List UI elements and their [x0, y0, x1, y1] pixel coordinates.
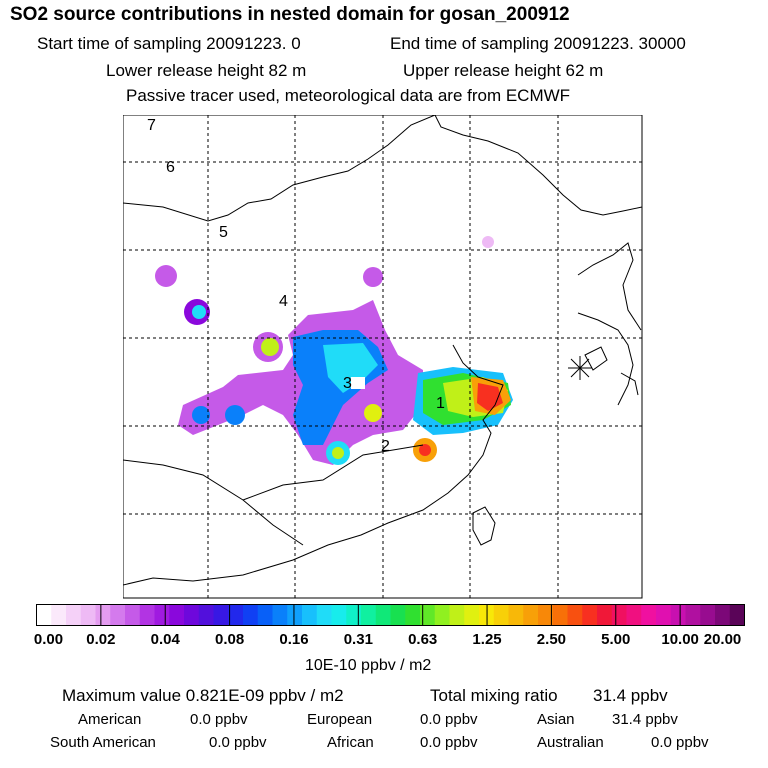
- colorbar-cell: [405, 604, 421, 626]
- region-label: 7: [147, 117, 156, 134]
- region-name-african: African: [327, 734, 374, 751]
- colorbar-tick-label: 0.16: [279, 631, 309, 648]
- tracer-note: Passive tracer used, meteorological data…: [126, 86, 571, 105]
- region-value-australian: 0.0 ppbv: [651, 734, 709, 751]
- colorbar-cell: [656, 604, 672, 626]
- region-name-australian: Australian: [537, 734, 604, 751]
- total-mixing-ratio-value: 31.4 ppbv: [593, 686, 668, 705]
- colorbar-cell: [51, 604, 67, 626]
- colorbar-cell: [464, 604, 480, 626]
- region-name-european: European: [307, 711, 373, 728]
- region-name-asian: Asian: [537, 711, 575, 728]
- total-mixing-ratio-label: Total mixing ratio: [430, 686, 558, 705]
- colorbar-cell: [125, 604, 141, 626]
- colorbar-cell: [538, 604, 554, 626]
- colorbar-unit: 10E-10 ppbv / m2: [305, 657, 432, 674]
- colorbar-cell: [508, 604, 524, 626]
- concentration-field: [155, 236, 513, 465]
- region-label: 4: [279, 293, 288, 310]
- colorbar-tick-label: 2.50: [536, 631, 567, 648]
- colorbar-cell: [523, 604, 539, 626]
- region-value-south-american: 0.0 ppbv: [209, 734, 267, 751]
- colorbar-cell: [346, 604, 362, 626]
- colorbar-tick-label: 0.02: [86, 631, 116, 648]
- colorbar-cell: [361, 604, 377, 626]
- colorbar-cell: [184, 604, 200, 626]
- colorbar-cell: [611, 604, 627, 626]
- colorbar-cell: [272, 604, 288, 626]
- colorbar-tick-label: 0.31: [343, 631, 373, 648]
- end-time: End time of sampling 20091223. 30000: [390, 34, 686, 53]
- colorbar-tick-label: 1.25: [472, 631, 502, 648]
- colorbar-tick-label: 10.00: [661, 631, 699, 648]
- colorbar-cell: [302, 604, 318, 626]
- colorbar-cell: [198, 604, 214, 626]
- region-label: 6: [166, 159, 175, 176]
- colorbar-tick-label: 0.63: [408, 631, 438, 648]
- colorbar-cell: [375, 604, 391, 626]
- colorbar-tick-label: 5.00: [601, 631, 631, 648]
- colorbar-tick-label: 0.00: [33, 631, 64, 648]
- colorbar-cell: [331, 604, 347, 626]
- colorbar-cell: [316, 604, 332, 626]
- colorbar-cell: [95, 604, 111, 626]
- chart-title: SO2 source contributions in nested domai…: [10, 4, 570, 25]
- region-label: 3: [343, 375, 352, 392]
- colorbar-cell: [80, 604, 96, 626]
- colorbar-cell: [626, 604, 642, 626]
- upper-release-height: Upper release height 62 m: [403, 61, 604, 80]
- colorbar-cell: [641, 604, 657, 626]
- colorbar-cell: [729, 604, 745, 626]
- region-labels: 1 2 3 4 5 6 7: [147, 117, 445, 455]
- colorbar-cell: [493, 604, 509, 626]
- colorbar-cell: [36, 604, 52, 626]
- region-value-asian: 31.4 ppbv: [612, 711, 678, 728]
- colorbar-cell: [449, 604, 465, 626]
- region-label: 2: [381, 438, 390, 455]
- colorbar-cell: [257, 604, 273, 626]
- colorbar-cell: [139, 604, 155, 626]
- colorbar-cell: [66, 604, 82, 626]
- colorbar-cell: [213, 604, 229, 626]
- lower-release-height: Lower release height 82 m: [106, 61, 307, 80]
- receptor-marker-icon: [568, 356, 592, 380]
- colorbar-cell: [479, 604, 495, 626]
- colorbar-cell: [552, 604, 568, 626]
- colorbar-tick-label: 20.00: [703, 631, 742, 648]
- region-value-american: 0.0 ppbv: [190, 711, 248, 728]
- colorbar-cell: [715, 604, 731, 626]
- colorbar-cell: [567, 604, 583, 626]
- colorbar-cell: [169, 604, 185, 626]
- colorbar-cell: [110, 604, 126, 626]
- lat-lon-grid: [123, 115, 642, 598]
- region-label: 1: [436, 395, 445, 412]
- colorbar-tick-label: 0.08: [214, 631, 245, 648]
- colorbar-cell: [582, 604, 598, 626]
- colorbar-cell: [700, 604, 716, 626]
- colorbar-tick-label: 0.04: [150, 631, 180, 648]
- region-value-african: 0.0 ppbv: [420, 734, 478, 751]
- colorbar-cell: [390, 604, 406, 626]
- region-name-south-american: South American: [50, 734, 156, 751]
- concentration-map: 1 2 3 4 5 6 7: [123, 115, 643, 599]
- colorbar-cell: [287, 604, 303, 626]
- colorbar-cell: [597, 604, 613, 626]
- colorbar-cell: [670, 604, 686, 626]
- colorbar-cell: [243, 604, 259, 626]
- region-value-european: 0.0 ppbv: [420, 711, 478, 728]
- region-label: 5: [219, 224, 228, 241]
- start-time: Start time of sampling 20091223. 0: [37, 34, 301, 53]
- colorbar-cell: [228, 604, 244, 626]
- colorbar: [36, 604, 745, 626]
- colorbar-cell: [434, 604, 450, 626]
- colorbar-cell: [685, 604, 701, 626]
- colorbar-cell: [154, 604, 170, 626]
- colorbar-cell: [420, 604, 436, 626]
- maximum-value: Maximum value 0.821E-09 ppbv / m2: [62, 686, 344, 705]
- region-name-american: American: [78, 711, 142, 728]
